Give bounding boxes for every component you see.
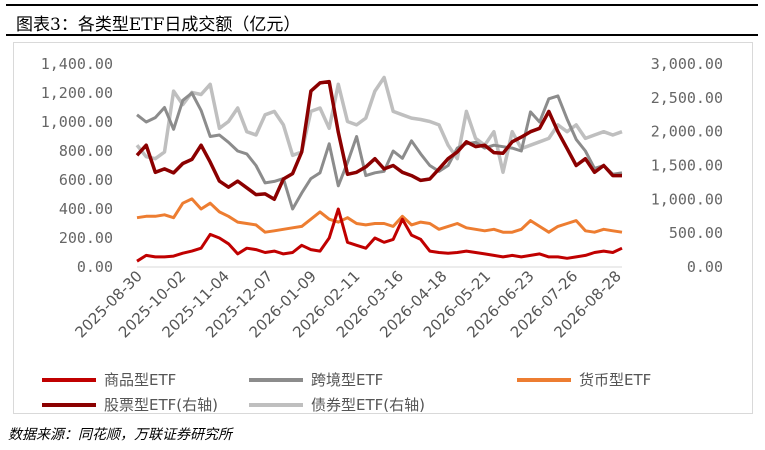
right-tick-label: 1,000.00 (651, 190, 723, 208)
left-tick-label: 600.00 (59, 171, 113, 189)
chart-title: 图表3：各类型ETF日成交额（亿元） (16, 15, 301, 35)
left-tick-label: 0.00 (77, 258, 113, 276)
legend-label-5: 债券型ETF(右轴) (311, 396, 425, 414)
title-bar: 图表3：各类型ETF日成交额（亿元） (6, 4, 758, 36)
right-tick-label: 0.00 (687, 258, 723, 276)
data-source: 数据来源：同花顺，万联证券研究所 (8, 427, 232, 443)
right-tick-label: 3,000.00 (651, 55, 723, 73)
series-line-5 (135, 75, 623, 175)
left-tick-label: 1,000.00 (41, 113, 113, 131)
legend-label-2: 跨境型ETF (311, 371, 383, 389)
left-tick-label: 1,400.00 (41, 55, 113, 73)
left-tick-label: 400.00 (59, 200, 113, 218)
right-tick-label: 2,000.00 (651, 123, 723, 141)
series-line-3 (136, 197, 623, 234)
chart-frame (13, 42, 753, 414)
legend-label-1: 商品型ETF (104, 371, 176, 389)
legend-label-3: 货币型ETF (579, 371, 651, 389)
series-line-2 (136, 91, 623, 211)
right-tick-label: 500.00 (669, 224, 723, 242)
left-tick-label: 200.00 (59, 229, 113, 247)
right-tick-label: 1,500.00 (651, 157, 723, 175)
series-line-1 (136, 207, 623, 263)
left-tick-label: 800.00 (59, 142, 113, 160)
legend-label-4: 股票型ETF(右轴) (104, 396, 218, 414)
left-tick-label: 1,200.00 (41, 84, 113, 102)
right-tick-label: 2,500.00 (651, 89, 723, 107)
series-line-4 (135, 79, 622, 202)
